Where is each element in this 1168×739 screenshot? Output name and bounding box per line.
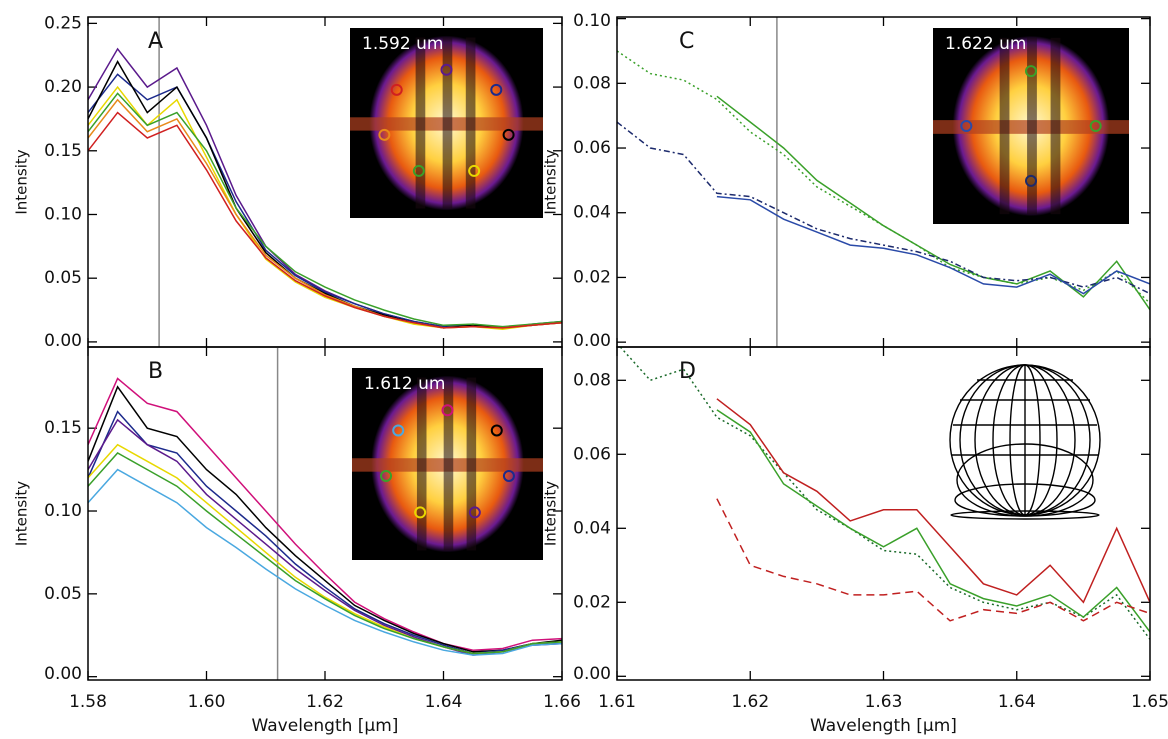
y-tick-label: 0.10 (573, 11, 611, 31)
inset-stripe (443, 377, 454, 551)
panel-label: C (679, 29, 694, 54)
series-line (88, 385, 562, 653)
plot-frame (616, 346, 1151, 681)
series-line (88, 377, 562, 651)
panel-label: A (148, 29, 163, 54)
y-tick-label: 0.02 (573, 267, 611, 287)
x-tick-label: 1.58 (69, 692, 107, 712)
series-line (619, 347, 1150, 640)
inset-marker (380, 469, 393, 482)
y-tick-label: 0.06 (573, 138, 611, 158)
y-tick-label: 0.05 (44, 268, 82, 288)
y-tick-label: 0.00 (573, 331, 611, 351)
y-tick-label: 0.00 (573, 664, 611, 684)
inset-label: 1.622 um (945, 34, 1026, 54)
y-axis-label: Intensity (542, 481, 560, 546)
series-line (88, 468, 562, 656)
inset-stripe (415, 37, 426, 209)
series-line (617, 121, 1150, 295)
x-tick-label: 1.64 (425, 692, 463, 712)
series-line (617, 50, 1150, 304)
x-tick-label: 1.62 (731, 692, 769, 712)
y-tick-label: 0.02 (573, 592, 611, 612)
series-line (716, 498, 1150, 622)
x-tick-label: 1.65 (1131, 692, 1168, 712)
series-line (716, 409, 1150, 633)
y-tick-label: 0.04 (573, 203, 611, 223)
y-tick-label: 0.00 (44, 331, 82, 351)
inset-marker (960, 120, 973, 132)
inset-stripe (999, 37, 1010, 215)
y-tick-label: 0.08 (573, 370, 611, 390)
x-tick-label: 1.61 (598, 692, 636, 712)
inset-label: 1.612 um (364, 374, 445, 394)
plot-frame (87, 346, 563, 681)
y-axis-label: Intensity (13, 481, 31, 546)
y-tick-label: 0.06 (573, 444, 611, 464)
inset-stripe (465, 37, 476, 209)
y-tick-label: 0.25 (44, 13, 82, 33)
series-line (88, 60, 562, 329)
series-line (716, 398, 1150, 604)
inset-marker (490, 83, 503, 96)
x-axis-label: Wavelength [μm] (252, 716, 399, 736)
sphere-icon (949, 364, 1101, 520)
inset-stripe (442, 37, 453, 209)
inset-stripe (466, 377, 477, 551)
x-tick-label: 1.60 (188, 692, 226, 712)
x-tick-label: 1.63 (865, 692, 903, 712)
inset-marker (1025, 174, 1037, 187)
y-tick-label: 0.20 (44, 77, 82, 97)
series-line (88, 92, 562, 328)
series-line (716, 95, 1150, 311)
inset-marker (390, 83, 403, 96)
inset-stripe (1027, 37, 1037, 215)
panel-label: B (148, 359, 163, 384)
panel-label: D (679, 359, 696, 384)
y-tick-label: 0.10 (44, 204, 82, 224)
x-tick-label: 1.64 (998, 692, 1036, 712)
series-line (88, 111, 562, 329)
x-axis-label: Wavelength [μm] (810, 716, 957, 736)
inset-marker (378, 128, 391, 141)
inset-marker (392, 424, 405, 437)
inset-stripe (416, 377, 427, 551)
x-tick-label: 1.66 (543, 692, 581, 712)
y-tick-label: 0.04 (573, 518, 611, 538)
inset-marker (1089, 120, 1102, 132)
inset-label: 1.592 um (362, 34, 443, 54)
inset-marker (502, 469, 515, 482)
inset-marker (468, 164, 481, 177)
x-tick-label: 1.62 (306, 692, 344, 712)
inset-stripe (1050, 37, 1061, 215)
inset-marker (414, 506, 427, 519)
y-tick-label: 0.15 (44, 418, 82, 438)
y-tick-label: 0.05 (44, 584, 82, 604)
y-axis-label: Intensity (13, 149, 31, 214)
y-tick-label: 0.08 (573, 73, 611, 93)
y-axis-label: Intensity (542, 149, 560, 214)
series-line (716, 195, 1150, 295)
inset-marker (490, 424, 503, 437)
y-tick-label: 0.00 (44, 664, 82, 684)
y-tick-label: 0.15 (44, 141, 82, 161)
inset-marker (468, 506, 481, 519)
inset-marker (440, 63, 453, 76)
inset-marker (412, 164, 425, 177)
y-tick-label: 0.10 (44, 501, 82, 521)
inset-marker (441, 404, 454, 417)
inset-marker (502, 128, 515, 141)
series-line (88, 452, 562, 655)
inset-marker (1025, 65, 1037, 78)
